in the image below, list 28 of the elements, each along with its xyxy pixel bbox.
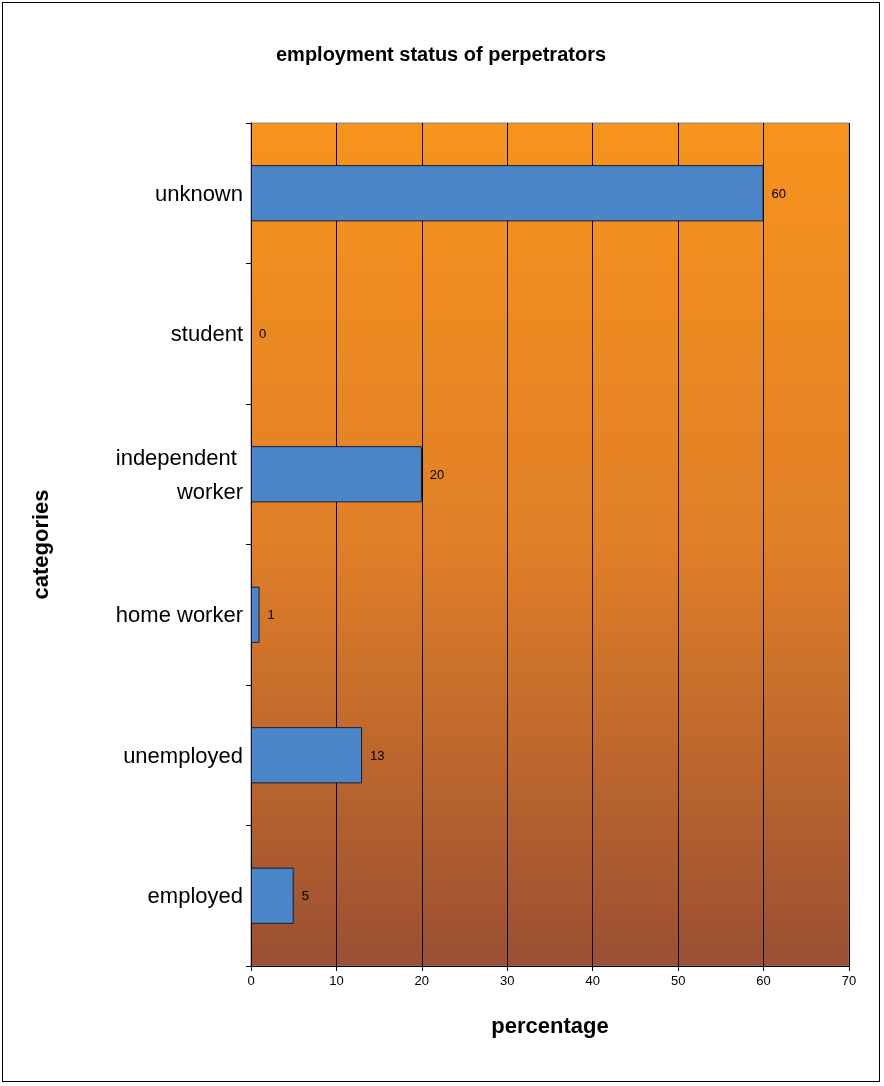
data-label: 13 — [370, 747, 385, 763]
y-tick-label: unknown — [154, 180, 243, 206]
bar — [251, 586, 260, 643]
x-tick-label: 50 — [670, 973, 686, 988]
x-tick-label: 30 — [500, 973, 515, 988]
x-tick-label: 10 — [329, 973, 344, 988]
y-tick-label: unemployed — [123, 742, 243, 768]
data-label: 5 — [301, 888, 309, 904]
y-tick-label: student — [170, 321, 243, 347]
x-tick-label: 40 — [585, 973, 600, 988]
bar — [251, 867, 294, 924]
y-tick-label: independent worker — [115, 444, 243, 504]
x-tick-label: 20 — [414, 973, 430, 988]
bar — [251, 165, 764, 222]
data-label: 20 — [429, 466, 445, 482]
x-axis-title: percentage — [491, 1012, 609, 1038]
y-axis-title: categories — [27, 489, 53, 600]
data-label: 60 — [771, 185, 787, 201]
data-label: 0 — [259, 326, 267, 342]
data-label: 1 — [267, 607, 275, 623]
x-tick-label: 0 — [247, 973, 255, 988]
bar — [251, 446, 422, 503]
x-tick-label: 60 — [756, 973, 771, 988]
y-tick-label: employed — [147, 883, 243, 909]
x-tick-label: 70 — [841, 973, 857, 988]
y-tick-label: home worker — [115, 602, 243, 628]
chart-title: employment status of perpetrators — [275, 43, 607, 65]
bar — [251, 727, 363, 784]
